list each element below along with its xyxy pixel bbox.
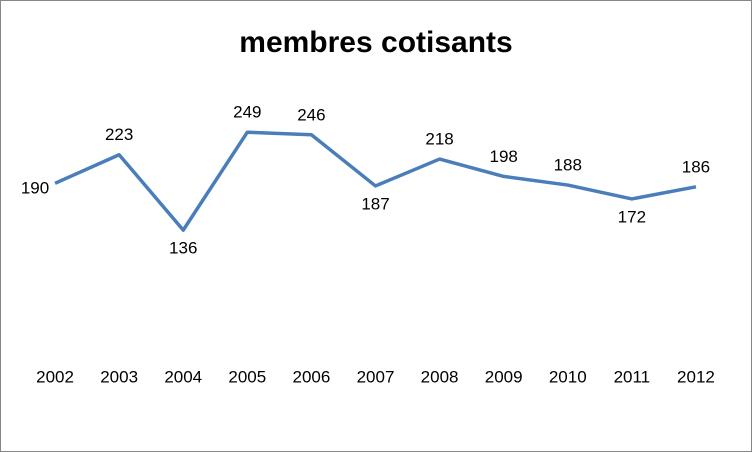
- x-tick-label: 2008: [421, 367, 459, 386]
- data-label: 218: [425, 130, 453, 149]
- x-tick-label: 2005: [228, 367, 266, 386]
- data-label: 249: [233, 103, 261, 122]
- data-label: 172: [618, 207, 646, 226]
- data-label: 246: [297, 105, 325, 124]
- data-label: 198: [489, 147, 517, 166]
- x-tick-label: 2004: [164, 367, 202, 386]
- x-tick-label: 2010: [549, 367, 587, 386]
- data-label: 136: [169, 239, 197, 258]
- chart-title: membres cotisants: [239, 26, 512, 59]
- x-tick-label: 2011: [614, 367, 651, 386]
- x-tick-label: 2009: [485, 367, 523, 386]
- x-tick-label: 2002: [36, 367, 74, 386]
- data-label: 186: [682, 157, 710, 176]
- x-tick-label: 2006: [292, 367, 330, 386]
- x-tick-label: 2007: [357, 367, 395, 386]
- data-label: 223: [105, 125, 133, 144]
- x-tick-label: 2012: [677, 367, 715, 386]
- data-label: 188: [554, 156, 582, 175]
- x-tick-label: 2003: [100, 367, 138, 386]
- data-label: 190: [21, 179, 49, 198]
- data-line: [54, 130, 697, 232]
- data-label: 187: [361, 194, 389, 213]
